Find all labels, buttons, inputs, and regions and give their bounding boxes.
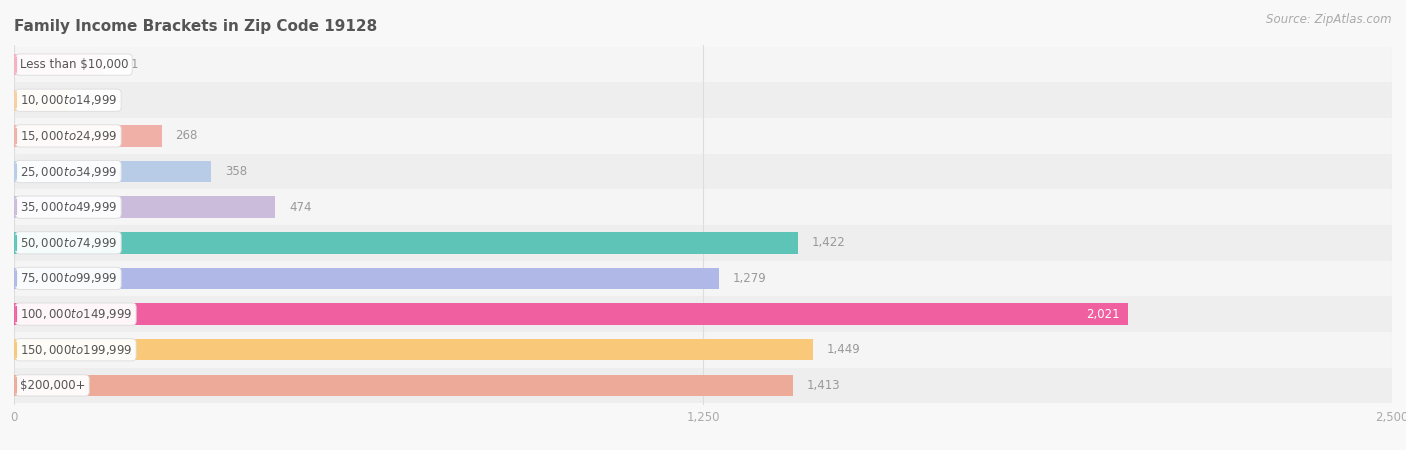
- Bar: [14, 161, 211, 182]
- Text: $150,000 to $199,999: $150,000 to $199,999: [20, 343, 132, 357]
- Bar: [14, 154, 1392, 189]
- Bar: [14, 90, 67, 111]
- Text: 1,413: 1,413: [807, 379, 841, 392]
- Bar: [14, 125, 162, 147]
- Text: $75,000 to $99,999: $75,000 to $99,999: [20, 271, 117, 285]
- Bar: [14, 197, 276, 218]
- Bar: [14, 47, 1392, 82]
- Bar: [14, 296, 1392, 332]
- Bar: [14, 225, 1392, 261]
- Text: Source: ZipAtlas.com: Source: ZipAtlas.com: [1267, 14, 1392, 27]
- Bar: [14, 368, 1392, 403]
- Bar: [14, 82, 1392, 118]
- Text: 98: 98: [82, 94, 97, 107]
- Text: $10,000 to $14,999: $10,000 to $14,999: [20, 93, 117, 107]
- Text: $100,000 to $149,999: $100,000 to $149,999: [20, 307, 132, 321]
- Text: $200,000+: $200,000+: [20, 379, 86, 392]
- Bar: [14, 303, 1128, 325]
- Bar: [14, 268, 718, 289]
- Text: 1,422: 1,422: [811, 236, 845, 249]
- Text: $25,000 to $34,999: $25,000 to $34,999: [20, 165, 117, 179]
- Bar: [14, 332, 1392, 368]
- Text: 161: 161: [117, 58, 139, 71]
- Text: 1,279: 1,279: [733, 272, 766, 285]
- Text: $35,000 to $49,999: $35,000 to $49,999: [20, 200, 117, 214]
- Text: $50,000 to $74,999: $50,000 to $74,999: [20, 236, 117, 250]
- Text: 2,021: 2,021: [1085, 308, 1119, 320]
- Text: 1,449: 1,449: [827, 343, 860, 356]
- Bar: [14, 339, 813, 360]
- Bar: [14, 261, 1392, 296]
- Bar: [14, 54, 103, 75]
- Text: 358: 358: [225, 165, 247, 178]
- Text: $15,000 to $24,999: $15,000 to $24,999: [20, 129, 117, 143]
- Text: Family Income Brackets in Zip Code 19128: Family Income Brackets in Zip Code 19128: [14, 19, 377, 34]
- Text: 268: 268: [176, 130, 198, 142]
- Text: Less than $10,000: Less than $10,000: [20, 58, 128, 71]
- Bar: [14, 189, 1392, 225]
- Bar: [14, 375, 793, 396]
- Bar: [14, 232, 797, 253]
- Bar: [14, 118, 1392, 154]
- Text: 474: 474: [290, 201, 312, 214]
